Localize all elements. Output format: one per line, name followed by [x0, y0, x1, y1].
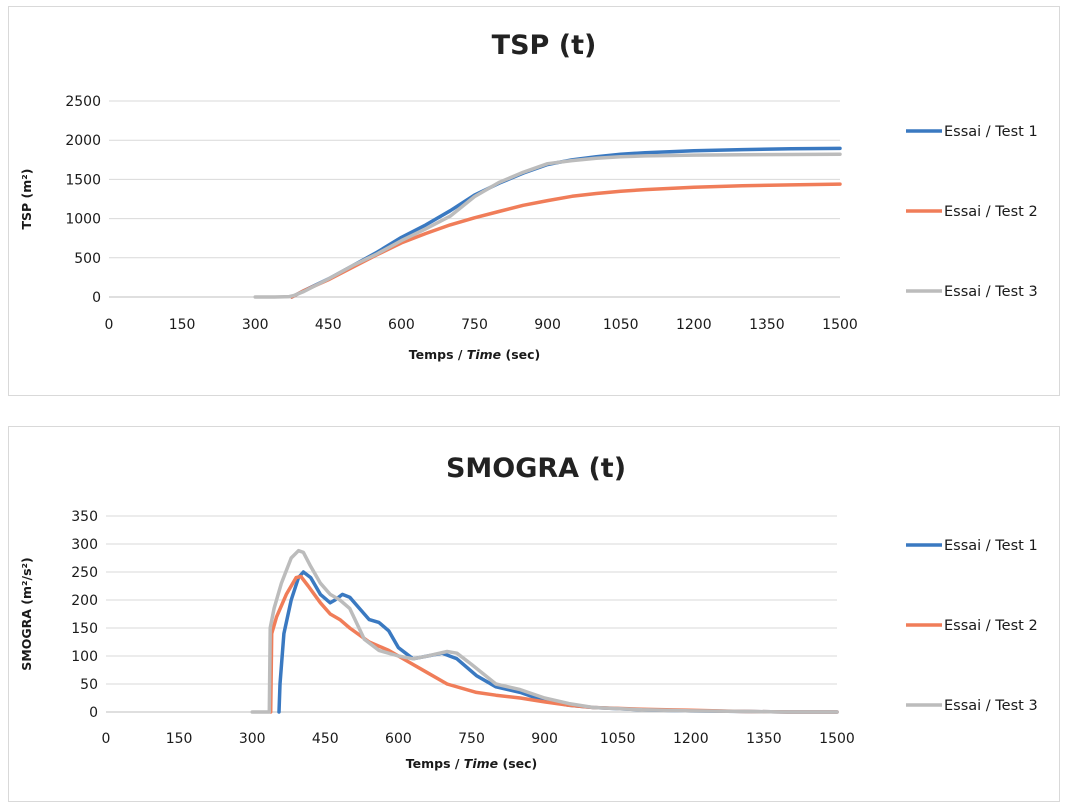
x-tick-label: 450	[315, 317, 342, 333]
x-tick-label: 300	[239, 731, 266, 747]
y-tick-label: 0	[89, 705, 98, 721]
y-tick-label: 100	[71, 649, 98, 665]
x-tick-label: 1500	[822, 317, 858, 333]
smogra-chart: SMOGRA (t) 0 50 100 150 200 250 300 350 0 150 300 45…	[19, 453, 1038, 771]
x-tick-label: 1050	[600, 731, 636, 747]
legend-label-1: Essai / Test 1	[944, 124, 1038, 140]
legend-label-3: Essai / Test 3	[944, 698, 1038, 714]
tsp-chart: TSP (t) 0 500 1000 1500 2000 2500 0 150 300 450 600…	[19, 30, 1038, 362]
x-tick-label: 300	[242, 317, 269, 333]
legend-label-1: Essai / Test 1	[944, 538, 1038, 554]
legend-label-2: Essai / Test 2	[944, 618, 1038, 634]
x-axis-title: Temps / Time (sec)	[409, 347, 540, 362]
y-tick-label: 50	[80, 677, 98, 693]
y-axis-title: TSP (m²)	[19, 169, 34, 230]
y-tick-label: 2500	[65, 94, 101, 110]
tsp-series-line-2	[290, 182, 842, 299]
y-axis-title: SMOGRA (m²/s²)	[19, 557, 34, 670]
x-tick-label: 600	[388, 317, 415, 333]
x-tick-label: 1350	[746, 731, 782, 747]
x-tick-label: 0	[102, 731, 111, 747]
y-tick-label: 1500	[65, 172, 101, 188]
x-tick-label: 900	[534, 317, 561, 333]
tsp-series-line-1	[290, 146, 842, 299]
smogra-chart-panel: SMOGRA (t) 0 50 100 150 200 250 300 350 0 150 300 45…	[8, 426, 1060, 802]
y-tick-label: 1000	[65, 212, 101, 228]
y-tick-label: 150	[71, 621, 98, 637]
x-tick-label: 600	[385, 731, 412, 747]
x-tick-label: 150	[166, 731, 193, 747]
y-tick-label: 500	[74, 251, 101, 267]
x-tick-label: 1200	[676, 317, 712, 333]
legend-label-3: Essai / Test 3	[944, 284, 1038, 300]
y-tick-label: 350	[71, 509, 98, 525]
x-tick-label: 1200	[673, 731, 709, 747]
tsp-series-line-3	[253, 152, 842, 299]
x-axis-title: Temps / Time (sec)	[406, 756, 537, 771]
x-tick-label: 1500	[819, 731, 855, 747]
x-tick-label: 750	[458, 731, 485, 747]
chart-title: SMOGRA (t)	[446, 453, 626, 484]
x-tick-label: 1050	[603, 317, 639, 333]
x-tick-label: 450	[312, 731, 339, 747]
x-tick-label: 750	[461, 317, 488, 333]
y-tick-label: 0	[92, 290, 101, 306]
x-tick-label: 0	[105, 317, 114, 333]
y-tick-label: 200	[71, 593, 98, 609]
x-tick-label: 900	[531, 731, 558, 747]
y-tick-label: 300	[71, 537, 98, 553]
smogra-series-line-1	[277, 570, 839, 714]
x-tick-label: 150	[169, 317, 196, 333]
x-tick-label: 1350	[749, 317, 785, 333]
smogra-series-line-2	[268, 574, 839, 714]
y-tick-label: 250	[71, 565, 98, 581]
chart-title: TSP (t)	[492, 30, 597, 61]
y-tick-label: 2000	[65, 133, 101, 149]
tsp-chart-panel: TSP (t) 0 500 1000 1500 2000 2500 0 150 300 450 600…	[8, 6, 1060, 396]
legend-label-2: Essai / Test 2	[944, 204, 1038, 220]
smogra-series-line-3	[250, 548, 839, 714]
